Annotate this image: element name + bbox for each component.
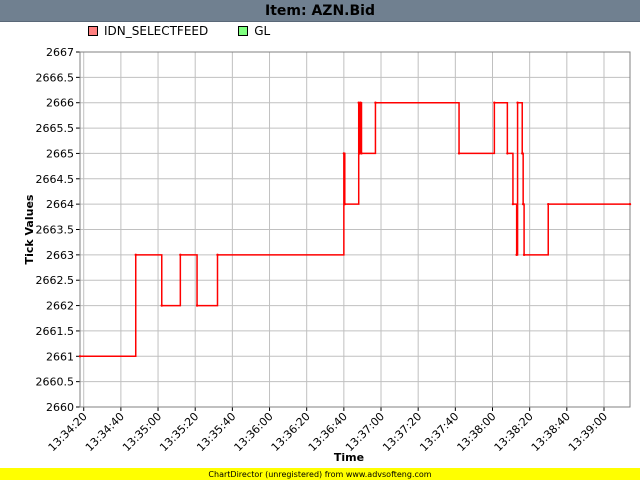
series-point	[628, 202, 632, 206]
x-tick-label: 13:37:40	[417, 410, 461, 454]
series-line-idn-selectfeed	[80, 101, 630, 358]
y-tick-label: 2660	[46, 401, 74, 414]
x-tick-label: 13:34:20	[46, 410, 90, 454]
y-tick-label: 2661.5	[36, 325, 75, 338]
legend: IDN_SELECTFEED GL	[88, 24, 300, 38]
series-point	[493, 101, 496, 104]
chart-title: Item: AZN.Bid	[265, 2, 375, 19]
y-tick-label: 2666	[46, 97, 74, 110]
legend-label-idn-selectfeed: IDN_SELECTFEED	[104, 24, 209, 38]
legend-swatch-gl	[238, 26, 249, 36]
y-tick-label: 2662.5	[36, 274, 75, 287]
plot-border	[79, 51, 631, 408]
x-tick-label: 13:34:40	[83, 410, 127, 454]
y-tick-label: 2662	[46, 300, 74, 313]
y-tick-label: 2665	[46, 147, 74, 160]
y-tick-label: 2664.5	[36, 173, 75, 186]
x-tick-label: 13:35:40	[194, 410, 238, 454]
footer-banner: ChartDirector (unregistered) from www.ad…	[0, 468, 640, 480]
series-point	[134, 253, 137, 257]
series-point	[358, 152, 361, 155]
series-point	[343, 202, 346, 206]
x-tick-label: 13:39:00	[566, 410, 610, 454]
y-tick-label: 2665.5	[36, 122, 75, 135]
y-tick-label: 2663.5	[36, 224, 75, 237]
x-tick-label: 13:37:00	[343, 410, 387, 454]
x-tick-label: 13:35:00	[120, 410, 164, 454]
chart-svg: 2660 2660.5 2661 2661.5 2662 2662.5 2663 2663.5…	[23, 46, 632, 464]
x-tick-label: 13:37:20	[380, 410, 424, 454]
series-point	[359, 101, 362, 104]
series-point	[360, 152, 363, 155]
series-point	[547, 202, 550, 206]
x-tick-label: 13:36:40	[306, 410, 350, 454]
legend-item-gl: GL	[238, 24, 270, 38]
legend-item-idn-selectfeed: IDN_SELECTFEED	[88, 24, 208, 38]
x-tick-label: 13:38:20	[492, 410, 536, 454]
series-point	[511, 202, 515, 206]
x-tick-label: 13:35:20	[157, 410, 201, 454]
series-point	[457, 152, 461, 155]
series-point	[506, 152, 509, 155]
title-bar: Item: AZN.Bid	[0, 0, 640, 22]
x-axis-title: Time	[334, 451, 364, 464]
series-point	[521, 152, 524, 155]
y-tick-label: 2663	[46, 249, 74, 262]
series-point	[516, 101, 519, 104]
series-point	[342, 152, 346, 155]
footer-text: ChartDirector (unregistered) from www.ad…	[208, 469, 432, 479]
series-point	[522, 253, 526, 257]
series-point	[160, 304, 163, 307]
series-point	[357, 101, 360, 104]
series-point	[179, 253, 182, 257]
series-point	[521, 202, 525, 206]
legend-label-gl: GL	[254, 24, 271, 38]
x-tick-label: 13:36:00	[232, 410, 276, 454]
series-point	[78, 355, 82, 358]
series-point	[515, 253, 518, 257]
x-tick-label: 13:38:40	[529, 410, 573, 454]
x-tick-label: 13:38:00	[454, 410, 498, 454]
y-tick-label: 2664	[46, 198, 74, 211]
series-point	[195, 304, 199, 307]
series-point	[216, 253, 219, 257]
series-point	[374, 101, 377, 104]
y-tick-label: 2667	[46, 46, 74, 59]
y-tick-label: 2660.5	[36, 376, 75, 389]
y-tick-label: 2666.5	[36, 71, 75, 84]
legend-swatch-idn-selectfeed	[88, 26, 98, 36]
y-tick-label: 2661	[46, 350, 74, 363]
x-tick-label: 13:36:20	[269, 410, 313, 454]
y-axis-title: Tick Values	[23, 194, 36, 264]
